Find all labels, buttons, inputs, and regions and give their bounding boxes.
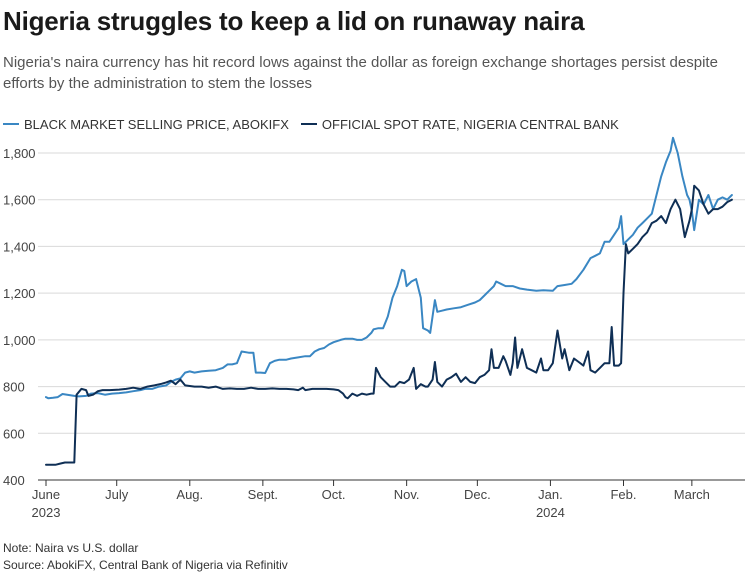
- y-tick-label: 1,600: [3, 193, 36, 208]
- series-line-black-market: [45, 136, 733, 400]
- x-tick-label: July: [105, 487, 129, 502]
- y-tick-label: 1,200: [3, 286, 36, 301]
- y-tick-label: 1,400: [3, 239, 36, 254]
- chart-source: Source: AbokiFX, Central Bank of Nigeria…: [3, 558, 288, 572]
- legend-item-official: OFFICIAL SPOT RATE, NIGERIA CENTRAL BANK: [300, 116, 619, 132]
- series-lines: [45, 136, 733, 466]
- y-tick-label: 1,000: [3, 333, 36, 348]
- chart-subtitle: Nigeria's naira currency has hit record …: [3, 54, 718, 92]
- y-tick-label: 400: [3, 473, 25, 488]
- x-tick-label: Dec.: [464, 487, 491, 502]
- x-tick-year-label: 2024: [536, 505, 565, 520]
- y-tick-label: 1,800: [3, 146, 36, 161]
- x-tick-label: March: [674, 487, 710, 502]
- x-tick-year-label: 2023: [32, 505, 61, 520]
- chart-legend: BLACK MARKET SELLING PRICE, ABOKIFX OFFI…: [3, 115, 631, 133]
- x-tick-label: Oct.: [322, 487, 346, 502]
- y-tick-label: 600: [3, 426, 25, 441]
- legend-swatch-black-market: [3, 123, 19, 125]
- grid-lines: [38, 152, 745, 434]
- x-tick-label: Nov.: [394, 487, 420, 502]
- x-tick-label: Sept.: [248, 487, 278, 502]
- x-tick-label: June: [32, 487, 60, 502]
- legend-label-official: OFFICIAL SPOT RATE, NIGERIA CENTRAL BANK: [321, 116, 619, 132]
- x-tick-label: Feb.: [610, 487, 636, 502]
- legend-item-black-market: BLACK MARKET SELLING PRICE, ABOKIFX: [3, 117, 289, 132]
- chart-title: Nigeria struggles to keep a lid on runaw…: [3, 6, 585, 36]
- axes: 400 600 800 1,000 1,200 1,400 1,600 1,800 June 20…: [3, 146, 745, 520]
- legend-swatch-official: [300, 123, 317, 125]
- x-tick-label: Aug.: [176, 487, 203, 502]
- chart-note: Note: Naira vs U.S. dollar: [3, 541, 139, 555]
- series-line-official: [45, 184, 733, 466]
- x-tick-label: Jan.: [538, 487, 563, 502]
- y-tick-label: 800: [3, 380, 25, 395]
- legend-label-black-market: BLACK MARKET SELLING PRICE, ABOKIFX: [24, 116, 289, 132]
